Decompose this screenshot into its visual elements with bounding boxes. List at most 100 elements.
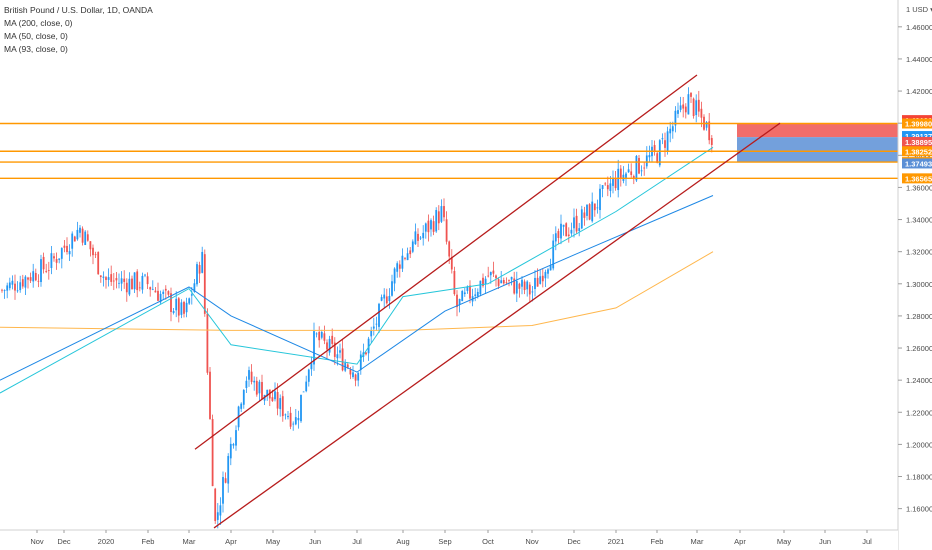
candle-body <box>105 277 107 280</box>
candle-body <box>193 283 196 292</box>
candle-body <box>180 302 183 315</box>
chart-legend: British Pound / U.S. Dollar, 1D, OANDA M… <box>4 4 153 56</box>
candle-body <box>645 155 648 167</box>
price-tick-label: 1.32000 <box>906 248 932 257</box>
candle-body <box>8 282 11 289</box>
price-tick-label: 1.20000 <box>906 440 932 449</box>
candle-body <box>557 231 560 238</box>
candle-body <box>76 229 79 240</box>
candle-body <box>671 126 674 132</box>
candle-body <box>50 253 53 269</box>
channel-trendline[interactable] <box>194 74 698 450</box>
candle-body <box>206 313 209 373</box>
candle-body <box>679 105 682 110</box>
price-tag <box>902 173 932 184</box>
candle-body <box>648 155 651 158</box>
candle-body <box>630 171 633 175</box>
price-axis[interactable] <box>898 0 932 550</box>
candle-body <box>669 128 672 134</box>
take-profit-zone[interactable] <box>737 137 898 163</box>
candle-body <box>463 292 466 295</box>
candle-body <box>183 301 185 314</box>
candle-body <box>710 138 713 145</box>
candle-body <box>3 290 6 291</box>
candle-body <box>110 274 113 282</box>
price-tick-label: 1.28000 <box>906 312 932 321</box>
time-tick-label: Dec <box>567 537 581 546</box>
price-tag-label: 1.38895 <box>905 138 932 147</box>
candle-body <box>380 297 383 301</box>
candle-body <box>107 277 110 280</box>
candle-body <box>544 271 547 279</box>
candle-body <box>617 168 620 191</box>
candle-body <box>305 381 308 392</box>
candle-body <box>378 303 380 327</box>
candle-body <box>328 338 331 353</box>
candle-body <box>375 323 378 325</box>
candle-body <box>367 338 370 354</box>
candle-body <box>510 276 513 280</box>
candle-body <box>302 391 305 393</box>
candle-body <box>635 155 638 181</box>
price-tag-label: 1.39980 <box>905 120 932 129</box>
candle-body <box>591 201 594 222</box>
candle-body <box>125 282 128 293</box>
candle-body <box>227 456 230 484</box>
candle-body <box>53 256 55 259</box>
candle-body <box>201 251 204 273</box>
time-tick-label: Mar <box>183 537 196 546</box>
candle-body <box>151 288 154 290</box>
stop-loss-zone[interactable] <box>737 123 898 138</box>
candle-body <box>370 330 373 337</box>
candle-body <box>570 229 573 234</box>
time-axis[interactable] <box>0 530 898 550</box>
price-tick-label: 1.26000 <box>906 344 932 353</box>
time-tick-label: 2020 <box>98 537 115 546</box>
time-tick-label: Feb <box>651 537 664 546</box>
moving-average-line <box>0 195 714 381</box>
price-tag <box>902 131 932 142</box>
candle-body <box>336 354 339 359</box>
candle-body <box>34 272 37 281</box>
candle-body <box>55 259 58 263</box>
candle-body <box>604 183 607 185</box>
candle-body <box>128 278 131 295</box>
candle-body <box>149 287 152 290</box>
candle-body <box>352 372 354 378</box>
candle-body <box>396 263 399 272</box>
candle-body <box>144 274 146 276</box>
candle-body <box>73 236 76 242</box>
candle-body <box>625 173 627 178</box>
candle-body <box>11 280 14 285</box>
candle-body <box>513 278 516 294</box>
candle-body <box>383 294 386 299</box>
channel-trendline[interactable] <box>213 122 781 529</box>
candle-body <box>250 371 253 382</box>
time-tick-label: Jun <box>309 537 321 546</box>
candle-body <box>315 333 318 335</box>
candle-body <box>266 389 269 397</box>
plot-area[interactable] <box>0 0 898 530</box>
price-tick-label: 1.24000 <box>906 376 932 385</box>
time-tick-label: Dec <box>57 537 71 546</box>
time-tick-label: Feb <box>142 537 155 546</box>
candle-body <box>541 275 544 282</box>
candle-body <box>674 110 677 126</box>
candle-body <box>453 270 456 295</box>
candle-body <box>172 311 175 313</box>
candle-body <box>448 241 451 257</box>
candle-body <box>333 342 336 357</box>
price-tick-label: 1.46000 <box>906 23 932 32</box>
candle-body <box>687 94 690 115</box>
candle-body <box>289 412 292 427</box>
candle-body <box>284 414 287 416</box>
candle-body <box>614 178 617 189</box>
candle-body <box>554 233 557 242</box>
candle-body <box>372 326 375 329</box>
candle-body <box>97 252 100 275</box>
candle-body <box>45 271 48 272</box>
candle-body <box>245 380 248 388</box>
candle-body <box>170 293 172 312</box>
time-tick-label: 2021 <box>608 537 625 546</box>
